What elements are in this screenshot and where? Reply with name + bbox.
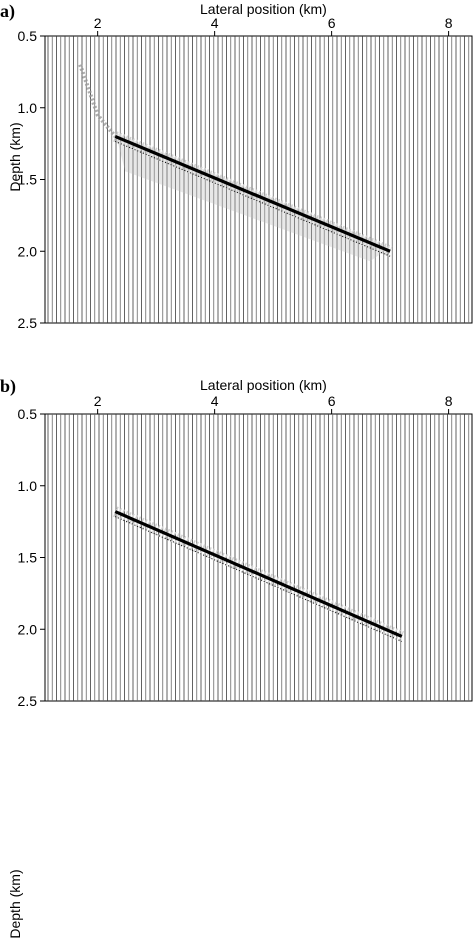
plot-frame	[44, 35, 473, 324]
x-axis-label: Lateral position (km)	[200, 377, 327, 393]
y-axis-label: Depth (km)	[7, 869, 23, 939]
y-tick-label: 2.5	[18, 315, 38, 331]
y-tick-label: 1.0	[18, 100, 38, 116]
x-tick-label: 2	[94, 393, 102, 409]
y-tick-label: 1.5	[18, 550, 38, 566]
plot-frame	[44, 413, 473, 702]
y-tick-label: 2.0	[18, 621, 38, 637]
diffraction-tail	[78, 64, 117, 138]
seismic-plot-b: 2 4 6 8 0.5 1.0 1.5 2.0 2.5	[18, 393, 473, 709]
y-tick-label: 2.5	[18, 693, 38, 709]
x-tick-label: 6	[328, 393, 336, 409]
panel-label: a)	[0, 1, 15, 21]
reflector-event	[114, 510, 403, 638]
reflector-event	[114, 134, 391, 253]
y-tick-label: 0.5	[18, 406, 38, 422]
y-tick-label: 2.0	[18, 243, 38, 259]
y-tick-label: 1.0	[18, 478, 38, 494]
x-axis-label: Lateral position (km)	[200, 1, 327, 17]
panel-label: b)	[0, 376, 17, 396]
x-tick-label: 4	[211, 393, 219, 409]
x-tick-label: 4	[211, 15, 219, 31]
x-tick-label: 2	[94, 15, 102, 31]
x-tick-label: 8	[445, 15, 453, 31]
y-tick-label: 0.5	[18, 28, 38, 44]
panel-b: b) Lateral position (km) Depth (km) 2 4 6 8…	[0, 372, 474, 939]
x-tick-label: 8	[445, 393, 453, 409]
y-tick-label: 1.5	[18, 172, 38, 188]
reflector-sidelobe	[114, 516, 403, 642]
x-tick-label: 6	[328, 15, 336, 31]
trace-group	[47, 414, 470, 701]
seismic-plot-a: 2 4 6 8 0.5 1.0 1.5 2.0 2.5	[18, 15, 473, 331]
